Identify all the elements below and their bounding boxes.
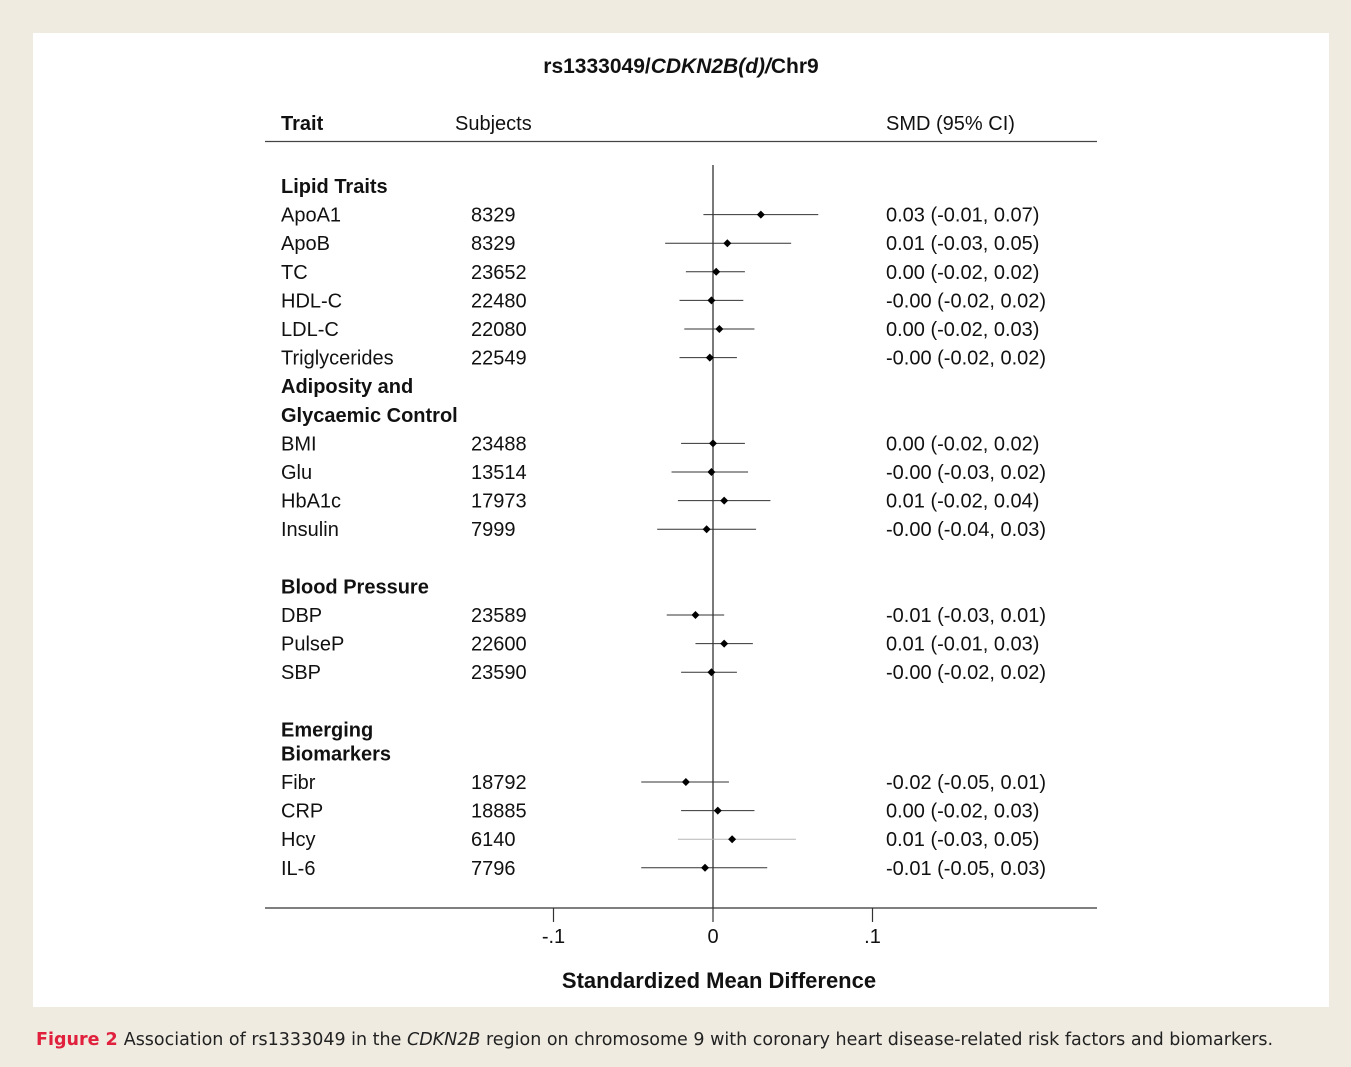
subjects-value: 18792 xyxy=(471,772,527,794)
point-estimate-marker xyxy=(705,353,714,362)
smd-ci-text: -0.00 (-0.02, 0.02) xyxy=(886,348,1046,370)
smd-ci-text: -0.01 (-0.03, 0.01) xyxy=(886,605,1046,627)
subjects-value: 8329 xyxy=(471,233,516,255)
subjects-value: 22549 xyxy=(471,348,527,370)
point-estimate-marker xyxy=(707,296,716,305)
point-estimate-marker xyxy=(715,325,724,333)
smd-ci-text: -0.02 (-0.05, 0.01) xyxy=(886,772,1046,794)
subjects-value: 23589 xyxy=(471,605,527,627)
trait-label: SBP xyxy=(281,662,321,684)
point-estimate-marker xyxy=(728,835,737,844)
smd-ci-text: -0.00 (-0.04, 0.03) xyxy=(886,519,1046,541)
trait-label: LDL-C xyxy=(281,319,339,341)
smd-ci-text: 0.03 (-0.01, 0.07) xyxy=(886,205,1039,227)
point-estimate-marker xyxy=(713,806,722,815)
group-label: Blood Pressure xyxy=(281,576,429,598)
point-estimate-marker xyxy=(702,525,711,534)
point-estimate-marker xyxy=(712,267,721,276)
point-estimate-marker xyxy=(707,668,716,677)
group-label: Adiposity and xyxy=(281,376,413,398)
trait-label: PulseP xyxy=(281,634,344,656)
trait-label: ApoA1 xyxy=(281,205,341,227)
header-smd: SMD (95% CI) xyxy=(886,113,1015,135)
chart-title-part: Chr9 xyxy=(771,55,819,78)
subjects-value: 22480 xyxy=(471,290,527,312)
group-label: Biomarkers xyxy=(281,743,391,765)
point-estimate-marker xyxy=(701,863,710,872)
caption-text-part: CDKN2B xyxy=(406,1030,481,1050)
subjects-value: 18885 xyxy=(471,801,527,823)
trait-label: Insulin xyxy=(281,519,339,541)
chart-title-part: rs1333049/ xyxy=(543,55,651,78)
subjects-value: 23590 xyxy=(471,662,527,684)
chart-title: rs1333049/CDKN2B(d)/Chr9 xyxy=(543,55,818,78)
group-label: Glycaemic Control xyxy=(281,405,458,427)
trait-label: Fibr xyxy=(281,772,316,794)
subjects-value: 13514 xyxy=(471,462,527,484)
figure-caption: Figure 2 Association of rs1333049 in the … xyxy=(36,1030,1336,1050)
subjects-value: 7999 xyxy=(471,519,516,541)
smd-ci-text: 0.01 (-0.01, 0.03) xyxy=(886,634,1039,656)
point-estimate-marker xyxy=(709,439,717,448)
trait-label: BMI xyxy=(281,433,317,455)
figure-label: Figure 2 xyxy=(36,1030,118,1050)
figure-panel: rs1333049/CDKN2B(d)/Chr9 Trait Subjects SMD… xyxy=(33,33,1329,1007)
chart-title-part: CDKN2B(d)/ xyxy=(651,55,773,78)
trait-label: Hcy xyxy=(281,829,315,851)
trait-label: Glu xyxy=(281,462,312,484)
x-tick-label: .1 xyxy=(864,926,881,948)
subjects-value: 6140 xyxy=(471,829,516,851)
subjects-value: 8329 xyxy=(471,205,516,227)
caption-text-part: Association of rs1333049 in the xyxy=(123,1030,407,1050)
point-estimate-marker xyxy=(720,496,729,505)
point-estimate-marker xyxy=(691,611,700,619)
trait-label: ApoB xyxy=(281,233,330,255)
caption-text: Association of rs1333049 in the CDKN2B r… xyxy=(124,1030,1273,1050)
point-estimate-marker xyxy=(720,639,729,648)
smd-ci-text: 0.00 (-0.02, 0.02) xyxy=(886,433,1039,455)
subjects-value: 23652 xyxy=(471,262,527,284)
caption-text-part: region on chromosome 9 with coronary hea… xyxy=(480,1030,1274,1050)
trait-label: HDL-C xyxy=(281,290,342,312)
trait-label: HbA1c xyxy=(281,491,341,513)
forest-plot: rs1333049/CDKN2B(d)/Chr9 Trait Subjects SMD… xyxy=(265,55,1097,993)
point-estimate-marker xyxy=(707,468,716,476)
smd-ci-text: -0.00 (-0.03, 0.02) xyxy=(886,462,1046,484)
subjects-value: 22080 xyxy=(471,319,527,341)
subjects-value: 7796 xyxy=(471,858,516,880)
trait-label: DBP xyxy=(281,605,322,627)
smd-ci-text: 0.00 (-0.02, 0.03) xyxy=(886,319,1039,341)
x-axis-label: Standardized Mean Difference xyxy=(562,968,876,993)
subjects-value: 23488 xyxy=(471,433,527,455)
point-estimate-marker xyxy=(681,778,690,786)
header-trait: Trait xyxy=(281,113,324,135)
trait-label: CRP xyxy=(281,801,323,823)
subjects-value: 17973 xyxy=(471,491,527,513)
smd-ci-text: 0.00 (-0.02, 0.02) xyxy=(886,262,1039,284)
smd-ci-text: -0.00 (-0.02, 0.02) xyxy=(886,290,1046,312)
trait-label: IL-6 xyxy=(281,858,315,880)
trait-label: TC xyxy=(281,262,308,284)
x-tick-label: -.1 xyxy=(542,926,565,948)
smd-ci-text: 0.00 (-0.02, 0.03) xyxy=(886,801,1039,823)
group-label: Lipid Traits xyxy=(281,176,388,198)
x-tick-label: 0 xyxy=(707,926,718,948)
smd-ci-text: 0.01 (-0.03, 0.05) xyxy=(886,829,1039,851)
group-label: Emerging xyxy=(281,719,373,741)
trait-label: Triglycerides xyxy=(281,348,394,370)
smd-ci-text: -0.01 (-0.05, 0.03) xyxy=(886,858,1046,880)
point-estimate-marker xyxy=(723,239,732,248)
point-estimate-marker xyxy=(756,210,765,219)
smd-ci-text: -0.00 (-0.02, 0.02) xyxy=(886,662,1046,684)
smd-ci-text: 0.01 (-0.02, 0.04) xyxy=(886,491,1039,513)
smd-ci-text: 0.01 (-0.03, 0.05) xyxy=(886,233,1039,255)
header-subjects: Subjects xyxy=(455,113,532,135)
subjects-value: 22600 xyxy=(471,634,527,656)
